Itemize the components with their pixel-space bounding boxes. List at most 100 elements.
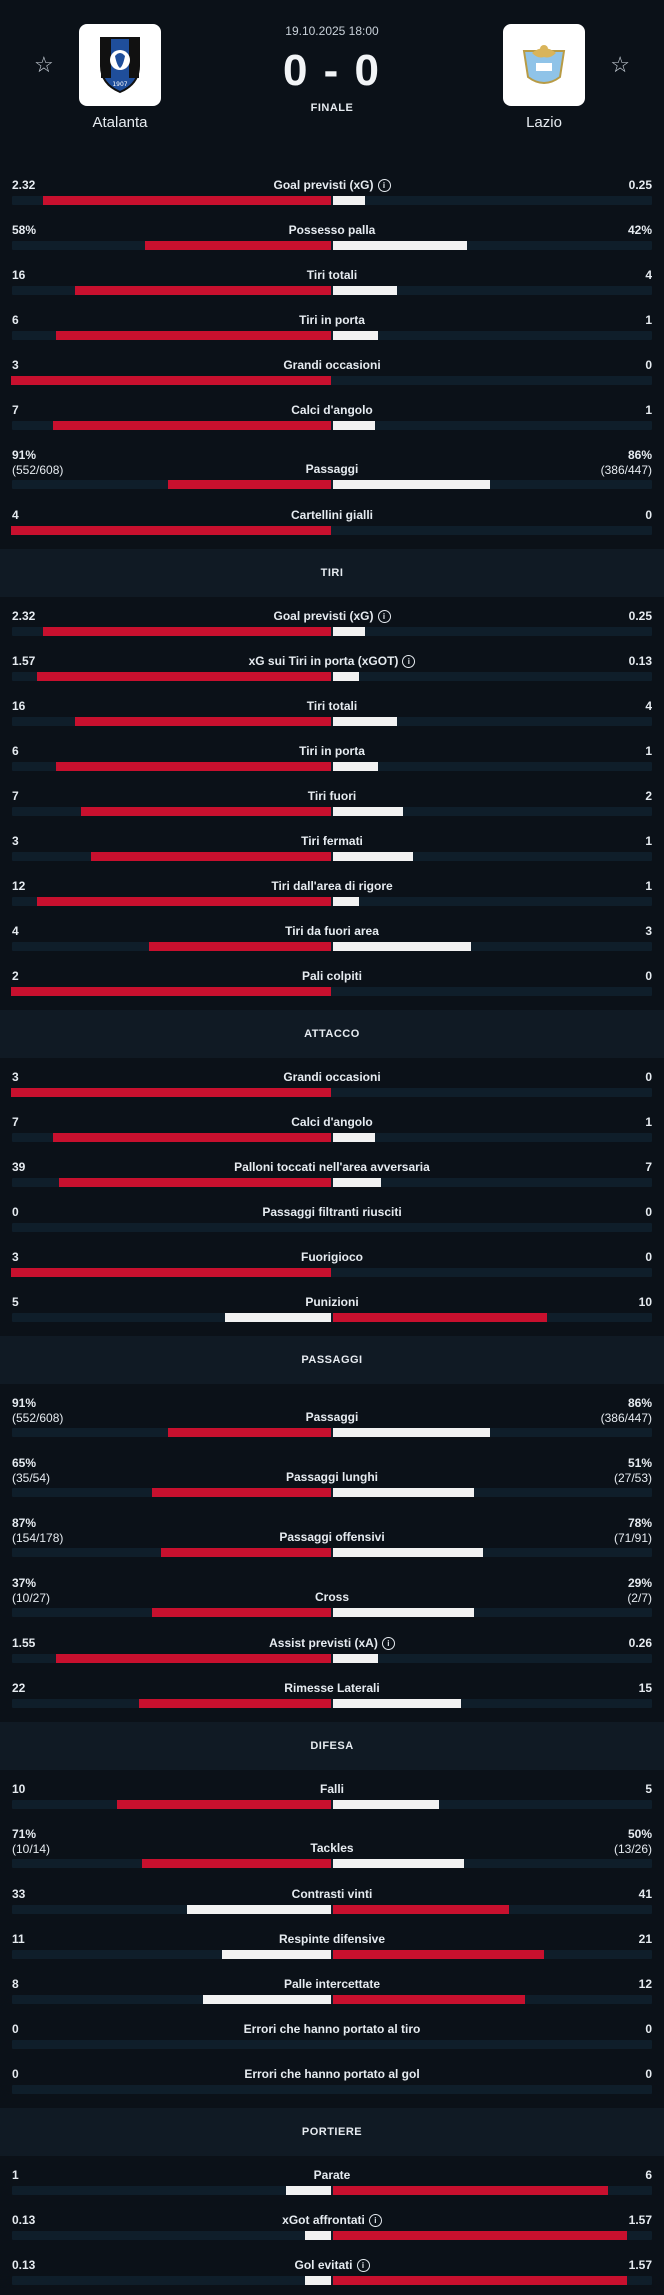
away-value-main: 1 [645, 313, 652, 327]
stat-row-contrasti-vinti: 33 Contrasti vinti 41 [0, 1879, 664, 1924]
away-team[interactable]: Lazio [484, 24, 604, 131]
stat-bar-track [12, 717, 652, 726]
home-value: 39 [12, 1160, 25, 1175]
away-value-main: 29% [627, 1576, 652, 1590]
home-value: 3 [12, 1070, 19, 1085]
away-value-main: 86% [627, 448, 652, 462]
away-value-main: 0.26 [628, 1636, 652, 1650]
home-value: 1 [12, 2168, 19, 2183]
away-bar [333, 672, 359, 681]
home-value: 33 [12, 1887, 25, 1902]
away-bar [333, 421, 375, 430]
away-bar [333, 807, 403, 816]
away-value: 42% [628, 223, 652, 238]
home-value: 7 [12, 1115, 19, 1130]
stat-row-rimesse-laterali: 22 Rimesse Laterali 15 [0, 1673, 664, 1718]
away-value-main: 4 [645, 268, 652, 282]
stat-title: Palle intercettate [0, 1977, 664, 1991]
home-bar [149, 942, 331, 951]
away-value: 7 [645, 1160, 652, 1175]
home-bar [11, 526, 331, 535]
stat-row-xgot-affrontati: 0.13 xGot affrontati i 1.57 [0, 2205, 664, 2250]
stat-title: Assist previsti (xA) i [0, 1636, 664, 1650]
away-value: 21 [639, 1932, 652, 1947]
info-icon[interactable]: i [381, 1637, 395, 1650]
stat-title: Rimesse Laterali [0, 1681, 664, 1695]
home-value-main: 3 [12, 358, 19, 372]
stat-name: Passaggi lunghi [285, 1470, 378, 1484]
home-value-main: 87% [12, 1516, 37, 1530]
home-value-main: 3 [12, 834, 19, 848]
stat-title: Passaggi filtranti riusciti [0, 1205, 664, 1219]
stat-title: xG sui Tiri in porta (xGOT) i [0, 654, 664, 668]
away-value-detail: (386/447) [600, 1411, 652, 1425]
info-icon[interactable]: i [377, 179, 391, 192]
home-bar [11, 1088, 331, 1097]
away-bar [333, 331, 378, 340]
away-value: 86% (386/447) [601, 448, 652, 478]
stat-row-tiri-fermati: 3 Tiri fermati 1 [0, 826, 664, 871]
away-value-main: 0.13 [628, 654, 652, 668]
favorite-home-star-icon[interactable]: ☆ [34, 52, 54, 77]
away-value: 1 [645, 403, 652, 418]
home-bar [145, 241, 331, 250]
match-date: 19.10.2025 18:00 [285, 24, 379, 38]
stat-title: Grandi occasioni [0, 358, 664, 372]
home-bar [81, 807, 331, 816]
stat-name: Palle intercettate [283, 1977, 381, 1991]
stat-name: Passaggi [305, 1410, 359, 1424]
away-value-main: 42% [627, 223, 652, 237]
stat-name: Grandi occasioni [283, 1070, 381, 1084]
home-value-main: 0.13 [12, 2213, 36, 2227]
away-value-main: 1 [645, 834, 652, 848]
home-value: 71% (10/14) [12, 1827, 50, 1857]
stat-bar-track [12, 331, 652, 340]
home-value-detail: (35/54) [12, 1471, 51, 1485]
home-team[interactable]: 1907 Atalanta [60, 24, 180, 131]
favorite-away-star-icon[interactable]: ☆ [610, 52, 630, 77]
away-bar [333, 2231, 627, 2240]
away-value: 0.13 [629, 654, 652, 669]
home-bar [11, 987, 331, 996]
stat-row-tiri-in-porta: 6 Tiri in porta 1 [0, 736, 664, 781]
stat-name: Tiri totali [306, 699, 358, 713]
home-value-main: 4 [12, 508, 19, 522]
home-value-main: 7 [12, 1115, 19, 1129]
info-icon[interactable]: i [377, 610, 391, 623]
away-bar [333, 2276, 627, 2285]
away-value: 10 [639, 1295, 652, 1310]
stat-name: Contrasti vinti [291, 1887, 373, 1901]
home-bar [56, 331, 331, 340]
stat-bar-track [12, 2040, 652, 2049]
info-icon[interactable]: i [402, 655, 416, 668]
home-value: 3 [12, 834, 19, 849]
stat-title: Tackles [0, 1841, 664, 1855]
away-value-main: 10 [638, 1295, 652, 1309]
stat-name: Parate [313, 2168, 351, 2182]
home-value: 2.32 [12, 609, 35, 624]
away-bar [333, 627, 365, 636]
info-icon[interactable]: i [368, 2214, 382, 2227]
home-value-main: 3 [12, 1250, 19, 1264]
stat-name: Goal previsti (xG) [273, 178, 374, 192]
home-value-main: 1.55 [12, 1636, 36, 1650]
away-bar [333, 852, 413, 861]
info-icon[interactable]: i [356, 2259, 370, 2272]
stat-name: Tiri fermati [301, 834, 363, 848]
away-value: 50% (13/26) [614, 1827, 652, 1857]
home-bar [152, 1488, 331, 1497]
away-value: 4 [645, 268, 652, 283]
stat-row-palle-intercettate: 8 Palle intercettate 12 [0, 1969, 664, 2014]
home-value-detail: (154/178) [12, 1531, 64, 1545]
away-bar [333, 1859, 464, 1868]
stat-title: Respinte difensive [0, 1932, 664, 1946]
away-bar [333, 717, 397, 726]
away-value-detail: (13/26) [613, 1842, 652, 1856]
stat-row-xg-sui-tiri-in-porta-xgot: 1.57 xG sui Tiri in porta (xGOT) i 0.13 [0, 646, 664, 691]
stat-row-errori-che-hanno-portato-al-tiro: 0 Errori che hanno portato al tiro 0 [0, 2014, 664, 2059]
home-value-main: 58% [12, 223, 37, 237]
home-value: 0 [12, 2067, 19, 2082]
home-bar [56, 1654, 331, 1663]
away-bar [333, 1548, 483, 1557]
home-value: 6 [12, 313, 19, 328]
